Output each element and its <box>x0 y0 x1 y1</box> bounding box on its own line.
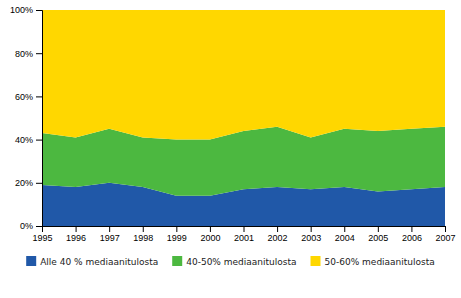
tick-mark <box>36 226 42 227</box>
x-tick: 1997 <box>100 226 120 243</box>
legend-swatch <box>172 256 182 266</box>
tick-mark <box>210 226 211 232</box>
y-tick: 0% <box>20 221 42 231</box>
area <box>42 10 445 140</box>
tick-mark <box>311 226 312 232</box>
axis-line <box>43 227 446 233</box>
tick-label: 1999 <box>167 233 187 243</box>
tick-mark <box>378 226 379 232</box>
tick-label: 2007 <box>435 233 455 243</box>
tick-label: 1998 <box>133 233 153 243</box>
x-tick: 2004 <box>335 226 355 243</box>
legend-label: 40-50% mediaanitulosta <box>186 257 296 267</box>
tick-mark <box>76 226 77 232</box>
area <box>42 127 445 196</box>
x-tick: 1998 <box>133 226 153 243</box>
tick-label: 1997 <box>100 233 120 243</box>
y-tick: 100% <box>10 5 42 15</box>
tick-mark <box>109 226 110 232</box>
tick-mark <box>445 226 446 232</box>
x-tick: 2007 <box>435 226 455 243</box>
legend-item: 40-50% mediaanitulosta <box>172 256 296 267</box>
tick-label: 2006 <box>402 233 422 243</box>
tick-label: 100% <box>10 5 33 15</box>
x-tick: 2002 <box>268 226 288 243</box>
y-tick: 20% <box>15 178 42 188</box>
y-tick: 80% <box>15 49 42 59</box>
areas <box>42 10 445 226</box>
tick-label: 60% <box>15 92 33 102</box>
legend-item: 50-60% mediaanitulosta <box>311 256 435 267</box>
tick-mark <box>176 226 177 232</box>
tick-label: 80% <box>15 49 33 59</box>
tick-mark <box>36 183 42 184</box>
tick-mark <box>36 10 42 11</box>
axis-line <box>36 11 43 227</box>
tick-label: 0% <box>20 221 33 231</box>
legend-swatch <box>311 256 321 266</box>
tick-label: 2002 <box>268 233 288 243</box>
tick-label: 1995 <box>32 233 52 243</box>
legend: Alle 40 % mediaanitulosta 40-50% mediaani… <box>26 256 435 267</box>
y-tick: 60% <box>15 92 42 102</box>
tick-label: 2001 <box>234 233 254 243</box>
legend-label: Alle 40 % mediaanitulosta <box>40 257 158 267</box>
x-tick: 2005 <box>368 226 388 243</box>
tick-mark <box>411 226 412 232</box>
tick-mark <box>143 226 144 232</box>
tick-label: 2003 <box>301 233 321 243</box>
y-tick: 40% <box>15 135 42 145</box>
tick-label: 20% <box>15 178 33 188</box>
tick-mark <box>344 226 345 232</box>
x-tick: 1996 <box>66 226 86 243</box>
tick-label: 2005 <box>368 233 388 243</box>
tick-mark <box>244 226 245 232</box>
y-axis: 0% 20% 40% 60% 80% 100% <box>10 5 43 231</box>
x-tick: 2006 <box>402 226 422 243</box>
x-tick: 2003 <box>301 226 321 243</box>
chart: 1995 1996 1997 1998 1999 2000 2001 2002 2003 2004… <box>0 0 461 298</box>
plot: 1995 1996 1997 1998 1999 2000 2001 2002 2003 2004… <box>10 5 456 243</box>
legend-swatch <box>26 256 36 266</box>
tick-label: 1996 <box>66 233 86 243</box>
tick-mark <box>36 140 42 141</box>
legend-label: 50-60% mediaanitulosta <box>325 257 435 267</box>
x-tick: 1999 <box>167 226 187 243</box>
tick-mark <box>36 96 42 97</box>
x-tick: 2001 <box>234 226 254 243</box>
tick-mark <box>36 53 42 54</box>
x-axis: 1995 1996 1997 1998 1999 2000 2001 2002 2003 2004… <box>32 226 455 243</box>
x-tick: 2000 <box>200 226 220 243</box>
x-tick: 1995 <box>32 226 52 243</box>
tick-label: 40% <box>15 135 33 145</box>
tick-label: 2004 <box>335 233 355 243</box>
tick-label: 2000 <box>200 233 220 243</box>
tick-mark <box>277 226 278 232</box>
legend-item: Alle 40 % mediaanitulosta <box>26 256 158 267</box>
